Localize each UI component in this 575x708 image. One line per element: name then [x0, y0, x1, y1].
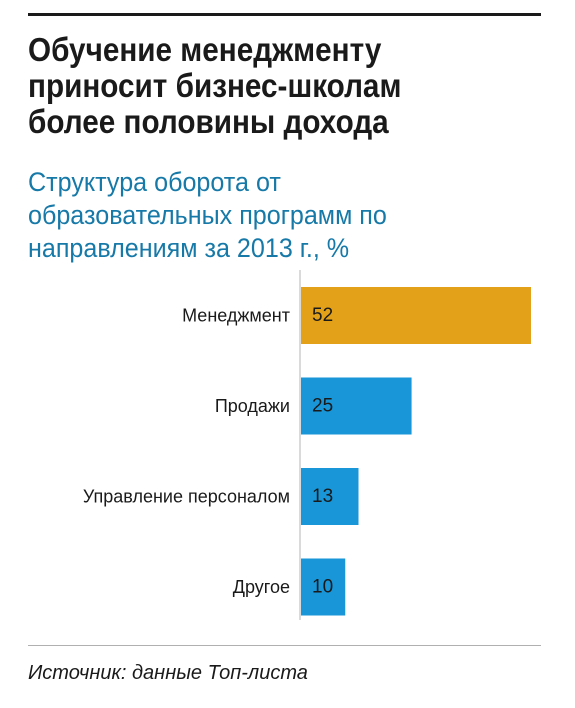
data-label-4: 10: [312, 577, 333, 598]
chart-title-line-3: более половины дохода: [28, 103, 389, 140]
bar-chart: Менеджмент 52 Продажи 25 Управление персонал…: [83, 270, 531, 620]
chart-subtitle-line-3: направлениям за 2013 г., %: [28, 233, 350, 263]
top-rule: [28, 13, 541, 16]
data-label-1: 52: [312, 305, 333, 326]
chart-subtitle-line-2: образовательных программ по: [28, 200, 387, 230]
chart-title-line-2: приносит бизнес-школам: [28, 67, 402, 104]
category-label-4: Другое: [233, 577, 290, 597]
chart-title: Обучение менеджменту приносит бизнес-шко…: [28, 32, 505, 140]
chart-subtitle-line-1: Структура оборота от: [28, 167, 281, 197]
bar-2: [301, 377, 412, 435]
bar-1: [301, 287, 531, 344]
data-label-2: 25: [312, 396, 333, 417]
bar-4: [301, 558, 346, 616]
category-label-3: Управление персоналом: [83, 487, 290, 507]
bar-3: [301, 468, 359, 525]
category-label-2: Продажи: [215, 396, 290, 416]
data-label-3: 13: [312, 486, 333, 507]
chart-title-line-1: Обучение менеджменту: [28, 31, 382, 68]
footer-rule: [28, 645, 541, 646]
chart-subtitle: Структура оборота от образовательных про…: [28, 166, 549, 265]
source-note: Источник: данные Топ-листа: [28, 662, 308, 684]
category-label-1: Менеджмент: [182, 306, 290, 326]
